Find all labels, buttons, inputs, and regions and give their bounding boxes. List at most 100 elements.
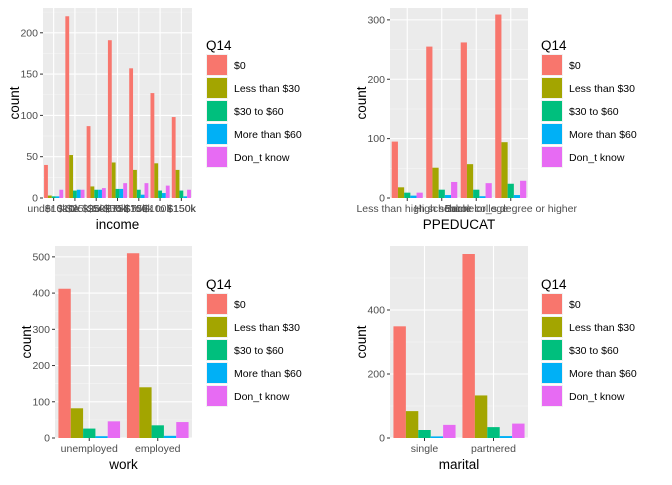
legend-item-label: $30 to $60: [569, 345, 619, 357]
legend-key-swatch: [542, 386, 562, 406]
legend-key-swatch: [207, 78, 227, 98]
bar-1-cat3-series3: [94, 189, 99, 198]
bar-2-cat3-series4: [479, 196, 486, 198]
bar-2-cat1-series1: [391, 141, 398, 198]
legend-key-swatch: [542, 317, 562, 337]
bar-1-cat2-series3: [73, 190, 77, 198]
bar-4-cat2-series3: [487, 427, 500, 438]
legend-key-swatch: [542, 101, 562, 121]
legend-item-label: More than $60: [234, 129, 302, 141]
bar-1-cat2-series2: [69, 155, 74, 198]
x-tick-label: High school: [414, 203, 469, 215]
legend-key-swatch: [207, 124, 227, 144]
y-tick-label: 200: [367, 74, 385, 86]
legend-key-swatch: [542, 340, 562, 360]
legend-item-label: More than $60: [569, 129, 637, 141]
legend-key-swatch: [542, 78, 562, 98]
x-axis-title: work: [108, 457, 138, 472]
bar-1-cat4-series4: [119, 188, 124, 198]
bar-1-cat1-series4: [55, 196, 60, 198]
legend-key-swatch: [207, 340, 227, 360]
bar-4-cat1-series2: [405, 411, 419, 438]
legend-key-swatch: [207, 386, 227, 406]
legend-item-label: $0: [234, 299, 246, 311]
y-tick-label: 150: [20, 69, 38, 81]
panel-3: 0 100 200 300 400 500 unemployed employed work co…: [19, 246, 302, 472]
bar-4-cat1-series3: [418, 430, 431, 438]
y-tick-label: 300: [367, 14, 385, 26]
bar-1-cat4-series5: [123, 183, 128, 198]
bar-1-cat3-series2: [90, 186, 95, 198]
y-tick-label: 100: [32, 396, 50, 408]
legend-item-label: $0: [569, 299, 581, 311]
bar-2-cat4-series2: [501, 142, 508, 198]
bar-3-cat1-series3: [83, 428, 96, 438]
bar-3-cat2-series3: [151, 425, 164, 438]
y-tick-label: 200: [20, 27, 38, 39]
x-tick-label: under $10k: [27, 203, 80, 215]
legend-title: Q14: [206, 38, 232, 53]
x-tick-label: $100k to $150k: [124, 203, 197, 215]
x-tick-label: $50k to $75k: [87, 203, 148, 215]
bar-2-cat4-series3: [507, 183, 514, 198]
bar-4-cat2-series5: [512, 423, 525, 438]
x-tick-label: employed: [135, 443, 181, 455]
bar-4-cat1-series1: [393, 326, 406, 438]
x-tick-label: $75k to $100k: [106, 203, 173, 215]
legend-item-label: $30 to $60: [569, 106, 619, 118]
bar-2-cat2-series2: [432, 167, 439, 198]
bar-3-cat1-series4: [95, 436, 108, 438]
bar-2-cat4-series1: [495, 14, 502, 198]
x-tick-label: unemployed: [61, 443, 118, 455]
bar-1-cat2-series5: [80, 189, 85, 198]
y-tick-label: 100: [367, 133, 385, 145]
panel-background: [55, 246, 192, 438]
bar-1-cat5-series3: [136, 189, 141, 198]
bar-4-cat2-series2: [474, 395, 488, 438]
panel-4: 0 200 400 single partnered marital count Q14$0 L…: [354, 246, 637, 472]
y-axis-title: count: [19, 325, 34, 358]
bar-1-cat2-series1: [65, 16, 70, 199]
legend-item-label: $30 to $60: [234, 345, 284, 357]
legend-key-swatch: [542, 363, 562, 383]
bar-2-cat3-series5: [485, 183, 492, 198]
bar-2-cat2-series4: [444, 195, 452, 198]
bar-2-cat1-series5: [416, 192, 423, 198]
legend-title: Q14: [206, 277, 232, 292]
bar-3-cat1-series2: [70, 408, 84, 438]
bar-2-cat3-series2: [466, 164, 474, 198]
legend-key-swatch: [207, 294, 227, 314]
y-tick-label: 400: [32, 288, 50, 300]
bar-2-cat3-series1: [460, 42, 467, 198]
legend-title: Q14: [541, 277, 567, 292]
bar-2-cat1-series4: [410, 195, 417, 198]
x-axis-title: income: [96, 217, 140, 232]
legend-key-swatch: [207, 317, 227, 337]
bar-1-cat4-series3: [115, 188, 120, 198]
bar-1-cat5-series5: [144, 183, 149, 198]
x-axis-title: marital: [439, 457, 480, 472]
bar-3-cat1-series1: [58, 288, 71, 438]
legend-item-label: Don_t know: [569, 152, 625, 164]
y-tick-label: 500: [32, 251, 50, 263]
bar-1-cat3-series5: [101, 188, 106, 198]
bar-3-cat2-series5: [176, 422, 189, 438]
y-tick-label: 0: [44, 433, 50, 445]
legend-item-label: Don_t know: [569, 391, 625, 403]
legend: Q14$0 Less than $30 $30 to $60 More than $6…: [206, 277, 302, 407]
legend-key-swatch: [207, 55, 227, 75]
x-axis-title: PPEDUCAT: [423, 217, 496, 232]
bar-1-cat4-series1: [107, 40, 112, 198]
bar-3-cat2-series1: [126, 253, 140, 438]
bar-1-cat1-series3: [51, 196, 56, 198]
x-tick-label: $150k: [167, 203, 196, 215]
bar-1-cat1-series1: [44, 164, 48, 198]
bar-1-cat6-series5: [165, 185, 170, 198]
bar-2-cat2-series1: [426, 46, 433, 198]
bar-1-cat7-series3: [179, 190, 184, 198]
bar-2-cat3-series3: [473, 189, 480, 198]
legend-item-label: Less than $30: [234, 83, 300, 95]
bar-3-cat2-series2: [139, 387, 152, 438]
